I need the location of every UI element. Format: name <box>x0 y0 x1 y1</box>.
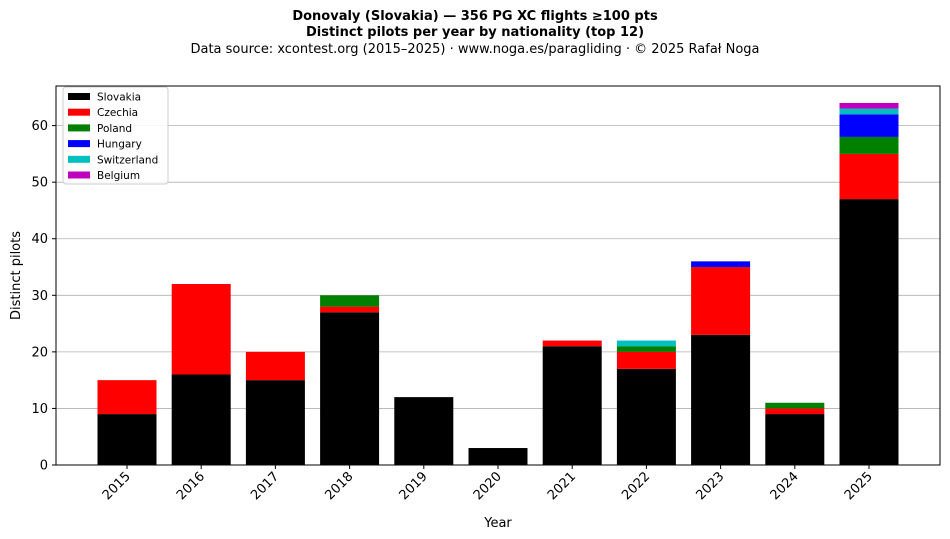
bar-segment-switzerland-2025 <box>839 108 899 115</box>
bar-segment-slovakia-2018 <box>320 312 380 465</box>
x-tick-label: 2021 <box>545 469 579 503</box>
bar-segment-czechia-2021 <box>542 340 602 347</box>
bar-segment-switzerland-2022 <box>616 340 676 347</box>
bar-segment-belgium-2025 <box>839 102 899 109</box>
legend-swatch-slovakia <box>68 93 90 100</box>
legend-swatch-czechia <box>68 108 90 116</box>
legend: Slovakia Czechia Poland Hungary Switzerland B… <box>62 86 169 185</box>
bar-segment-czechia-2022 <box>616 351 676 369</box>
legend-label-slovakia: Slovakia <box>97 92 141 104</box>
bar-stacks <box>97 102 899 465</box>
x-tick-label: 2023 <box>693 469 727 503</box>
x-tick-label: 2025 <box>842 469 876 503</box>
chart-source-line: Data source: xcontest.org (2015–2025) · … <box>190 42 760 57</box>
y-tick-label: 50 <box>31 176 48 191</box>
legend-label-hungary: Hungary <box>97 139 142 151</box>
bar-segment-slovakia-2021 <box>542 346 602 465</box>
bar-segment-czechia-2016 <box>171 283 231 375</box>
y-tick-label: 40 <box>31 232 48 247</box>
legend-label-poland: Poland <box>97 123 132 135</box>
legend-label-switzerland: Switzerland <box>97 154 158 166</box>
legend-label-czechia: Czechia <box>97 107 138 119</box>
legend-swatch-belgium <box>68 171 90 179</box>
bar-segment-slovakia-2020 <box>468 448 528 465</box>
y-tick-label: 30 <box>31 289 48 304</box>
x-tick-label: 2019 <box>397 469 431 503</box>
x-axis-ticks: 2015 2016 2017 2018 2019 2020 2021 2022 2023 2024… <box>100 465 876 503</box>
legend-swatch-switzerland <box>68 155 90 163</box>
bar-segment-czechia-2018 <box>320 306 380 313</box>
y-axis-label: Distinct pilots <box>9 231 24 320</box>
x-tick-label: 2015 <box>100 469 134 503</box>
y-axis-ticks: 0 10 20 30 40 50 60 <box>31 119 56 474</box>
bar-segment-slovakia-2019 <box>394 397 454 465</box>
legend-swatch-hungary <box>68 140 90 148</box>
bar-segment-poland-2022 <box>616 346 676 352</box>
bar-segment-poland-2024 <box>765 402 825 409</box>
bar-segment-poland-2018 <box>320 295 380 307</box>
legend-swatch-poland <box>68 124 90 132</box>
bar-segment-slovakia-2017 <box>245 380 305 465</box>
y-tick-label: 0 <box>40 459 48 474</box>
x-tick-label: 2018 <box>322 469 356 503</box>
bar-segment-czechia-2024 <box>765 408 825 415</box>
legend-label-belgium: Belgium <box>97 170 140 182</box>
bar-segment-slovakia-2023 <box>691 334 751 465</box>
bar-segment-slovakia-2022 <box>616 368 676 465</box>
bar-segment-hungary-2023 <box>691 261 751 268</box>
y-tick-label: 20 <box>31 345 48 360</box>
bar-segment-czechia-2015 <box>97 380 157 415</box>
chart-titles: Donovaly (Slovakia) — 356 PG XC flights … <box>0 9 950 58</box>
bar-segment-czechia-2025 <box>839 153 899 200</box>
chart-subtitle: Distinct pilots per year by nationality … <box>305 25 645 40</box>
bar-segment-slovakia-2015 <box>97 414 157 465</box>
bar-segment-hungary-2025 <box>839 114 899 137</box>
y-tick-label: 60 <box>31 119 48 134</box>
bar-segment-slovakia-2016 <box>171 374 231 465</box>
bar-segment-czechia-2017 <box>245 351 305 381</box>
bar-segment-slovakia-2024 <box>765 414 825 465</box>
x-tick-label: 2020 <box>471 469 505 503</box>
x-tick-label: 2024 <box>768 469 802 503</box>
x-axis-label: Year <box>483 516 512 531</box>
bar-segment-czechia-2023 <box>691 267 751 335</box>
x-tick-label: 2022 <box>619 469 653 503</box>
chart-title: Donovaly (Slovakia) — 356 PG XC flights … <box>292 9 658 24</box>
x-tick-label: 2017 <box>248 469 282 503</box>
y-tick-label: 10 <box>31 402 48 417</box>
x-tick-label: 2016 <box>174 469 208 503</box>
bar-segment-slovakia-2025 <box>839 199 899 465</box>
bar-segment-poland-2025 <box>839 136 899 154</box>
